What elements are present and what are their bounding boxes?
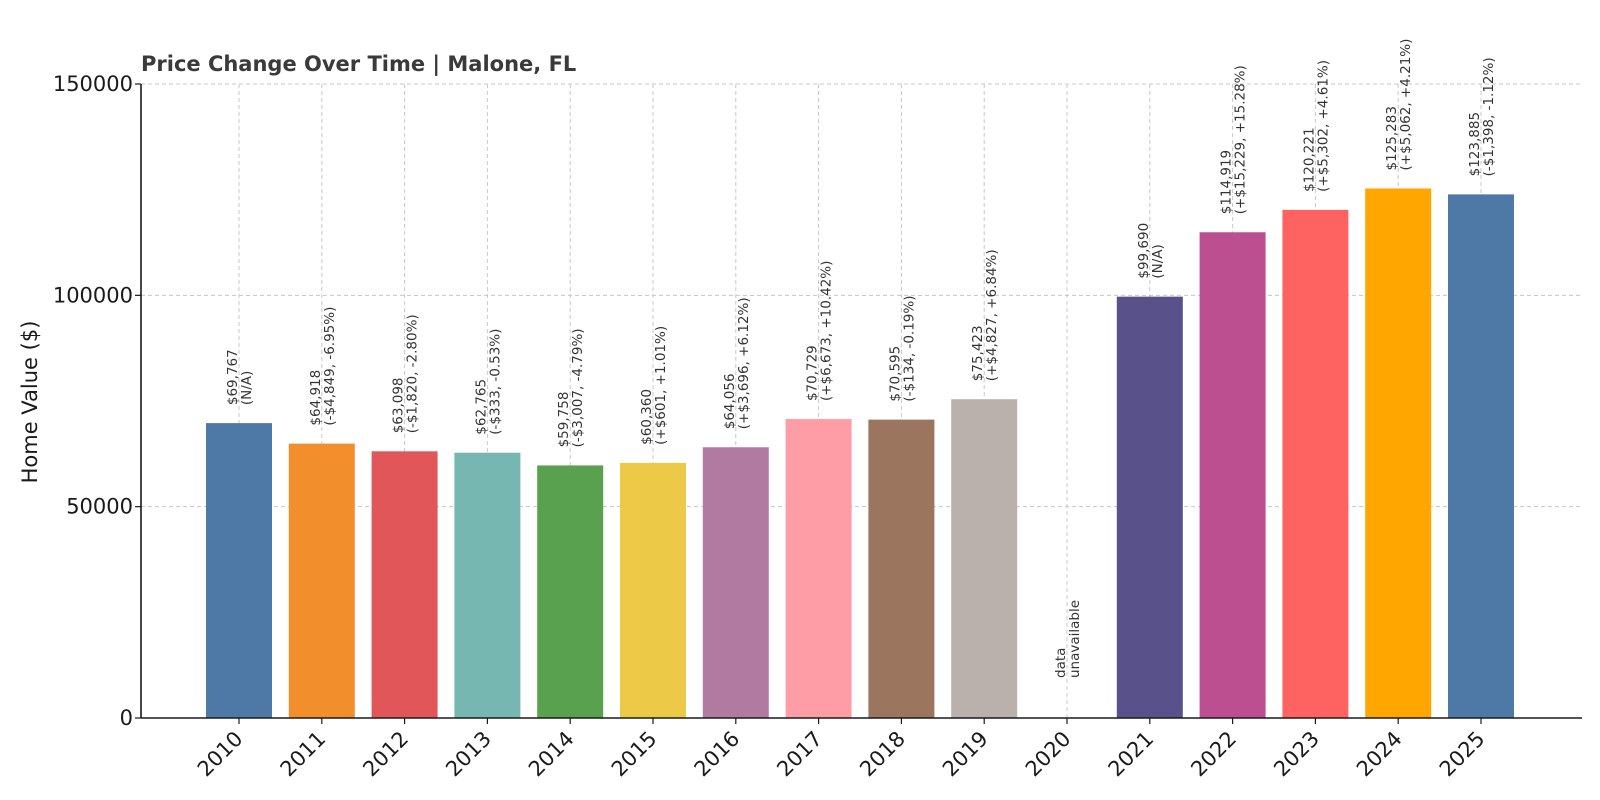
value-label: $70,729 <box>805 345 821 401</box>
bar-2019 <box>951 399 1018 718</box>
x-tick-label: 2011 <box>276 727 331 782</box>
change-label: (-$134, -0.19%) <box>901 296 917 402</box>
bar-2022 <box>1199 232 1266 718</box>
bar-label-2012: $63,098(-$1,820, -2.80%) <box>391 314 421 433</box>
value-label: $120,221 <box>1301 127 1317 191</box>
bar-label-2013: $62,765(-$333, -0.53%) <box>473 329 503 435</box>
value-label: $70,595 <box>887 346 903 402</box>
change-label: (+$5,062, +4.21%) <box>1398 39 1414 171</box>
x-tick-label: 2014 <box>524 727 579 782</box>
change-label: (-$1,398, -1.12%) <box>1481 57 1497 176</box>
missing-label-line2: unavailable <box>1067 600 1083 678</box>
data-labels: $69,767(N/A) $64,918(-$4,849, -6.95%) $63,… <box>225 39 1497 678</box>
bar-2016 <box>702 447 769 718</box>
x-tick-label: 2016 <box>690 727 745 782</box>
value-label: $60,360 <box>639 389 655 445</box>
value-label: $69,767 <box>225 349 241 405</box>
x-tick-label: 2018 <box>855 727 910 782</box>
change-label: (-$333, -0.53%) <box>487 329 503 435</box>
value-label: $125,283 <box>1384 106 1400 170</box>
x-tick-label: 2022 <box>1186 727 1241 782</box>
change-label: (+$15,229, +15.28%) <box>1233 65 1249 214</box>
y-tick-label: 100000 <box>53 283 133 307</box>
x-tick-label: 2024 <box>1352 727 1407 782</box>
bar-2024 <box>1365 188 1432 718</box>
x-tick-label: 2025 <box>1435 727 1490 782</box>
x-tick-label: 2015 <box>607 727 662 782</box>
change-label: (+$5,302, +4.61%) <box>1315 60 1331 192</box>
change-label: (+$4,827, +6.84%) <box>984 249 1000 381</box>
bar-2012 <box>371 451 438 718</box>
bar-label-2024: $125,283(+$5,062, +4.21%) <box>1384 39 1414 171</box>
bar-label-2018: $70,595(-$134, -0.19%) <box>887 296 917 402</box>
x-tick-label: 2017 <box>772 727 827 782</box>
bar-label-2019: $75,423(+$4,827, +6.84%) <box>970 249 1000 381</box>
change-label: (+$6,673, +10.42%) <box>819 261 835 401</box>
bar-2017 <box>785 419 852 718</box>
bar-label-2015: $60,360(+$601, +1.01%) <box>639 326 669 445</box>
y-tick-label: 150000 <box>53 72 133 96</box>
value-label: $64,918 <box>308 370 324 426</box>
bar-2010 <box>206 423 272 718</box>
change-label: (-$4,849, -6.95%) <box>322 307 338 426</box>
bar-label-2022: $114,919(+$15,229, +15.28%) <box>1219 65 1249 214</box>
bar-2018 <box>868 419 935 718</box>
x-tick-label: 2013 <box>441 727 496 782</box>
y-tick-label: 50000 <box>66 495 133 519</box>
change-label: (+$3,696, +6.12%) <box>736 297 752 429</box>
bar-2023 <box>1282 209 1349 718</box>
bar-label-2010: $69,767(N/A) <box>225 349 255 405</box>
bar-label-2016: $64,056(+$3,696, +6.12%) <box>722 297 752 429</box>
bar-2021 <box>1116 296 1183 718</box>
bar-2014 <box>537 465 604 718</box>
bar-2011 <box>288 443 355 718</box>
chart-title: Price Change Over Time | Malone, FL <box>141 52 576 77</box>
x-tick-label: 2020 <box>1021 727 1076 782</box>
change-label: (N/A) <box>239 371 255 405</box>
bar-label-2023: $120,221(+$5,302, +4.61%) <box>1301 60 1331 192</box>
bar-label-2021: $99,690(N/A) <box>1136 223 1166 279</box>
bar-label-2011: $64,918(-$4,849, -6.95%) <box>308 307 338 426</box>
x-tick-label: 2019 <box>938 727 993 782</box>
bar-label-2017: $70,729(+$6,673, +10.42%) <box>805 261 835 401</box>
value-label: $59,758 <box>556 392 572 448</box>
x-tick-label: 2021 <box>1104 727 1159 782</box>
change-label: (N/A) <box>1150 244 1166 278</box>
x-tick-label: 2010 <box>193 727 248 782</box>
value-label: $123,885 <box>1467 112 1483 176</box>
value-label: $62,765 <box>473 379 489 435</box>
bar-2025 <box>1448 194 1514 718</box>
bar-label-2025: $123,885(-$1,398, -1.12%) <box>1467 57 1497 176</box>
x-tick-label: 2012 <box>358 727 413 782</box>
missing-label-line1: data <box>1053 648 1069 678</box>
value-label: $114,919 <box>1219 150 1235 214</box>
x-tick-label: 2023 <box>1269 727 1324 782</box>
value-label: $75,423 <box>970 325 986 381</box>
value-label: $63,098 <box>391 377 407 433</box>
bar-label-2014: $59,758(-$3,007, -4.79%) <box>556 328 586 447</box>
y-tick-label: 0 <box>120 706 133 730</box>
bar-2013 <box>454 452 521 718</box>
y-axis-label: Home Value ($) <box>18 321 42 484</box>
value-label: $99,690 <box>1136 223 1152 279</box>
change-label: (-$1,820, -2.80%) <box>405 314 421 433</box>
change-label: (-$3,007, -4.79%) <box>570 328 586 447</box>
change-label: (+$601, +1.01%) <box>653 326 669 445</box>
bar-2015 <box>620 462 686 718</box>
value-label: $64,056 <box>722 373 738 429</box>
bars <box>206 188 1514 718</box>
